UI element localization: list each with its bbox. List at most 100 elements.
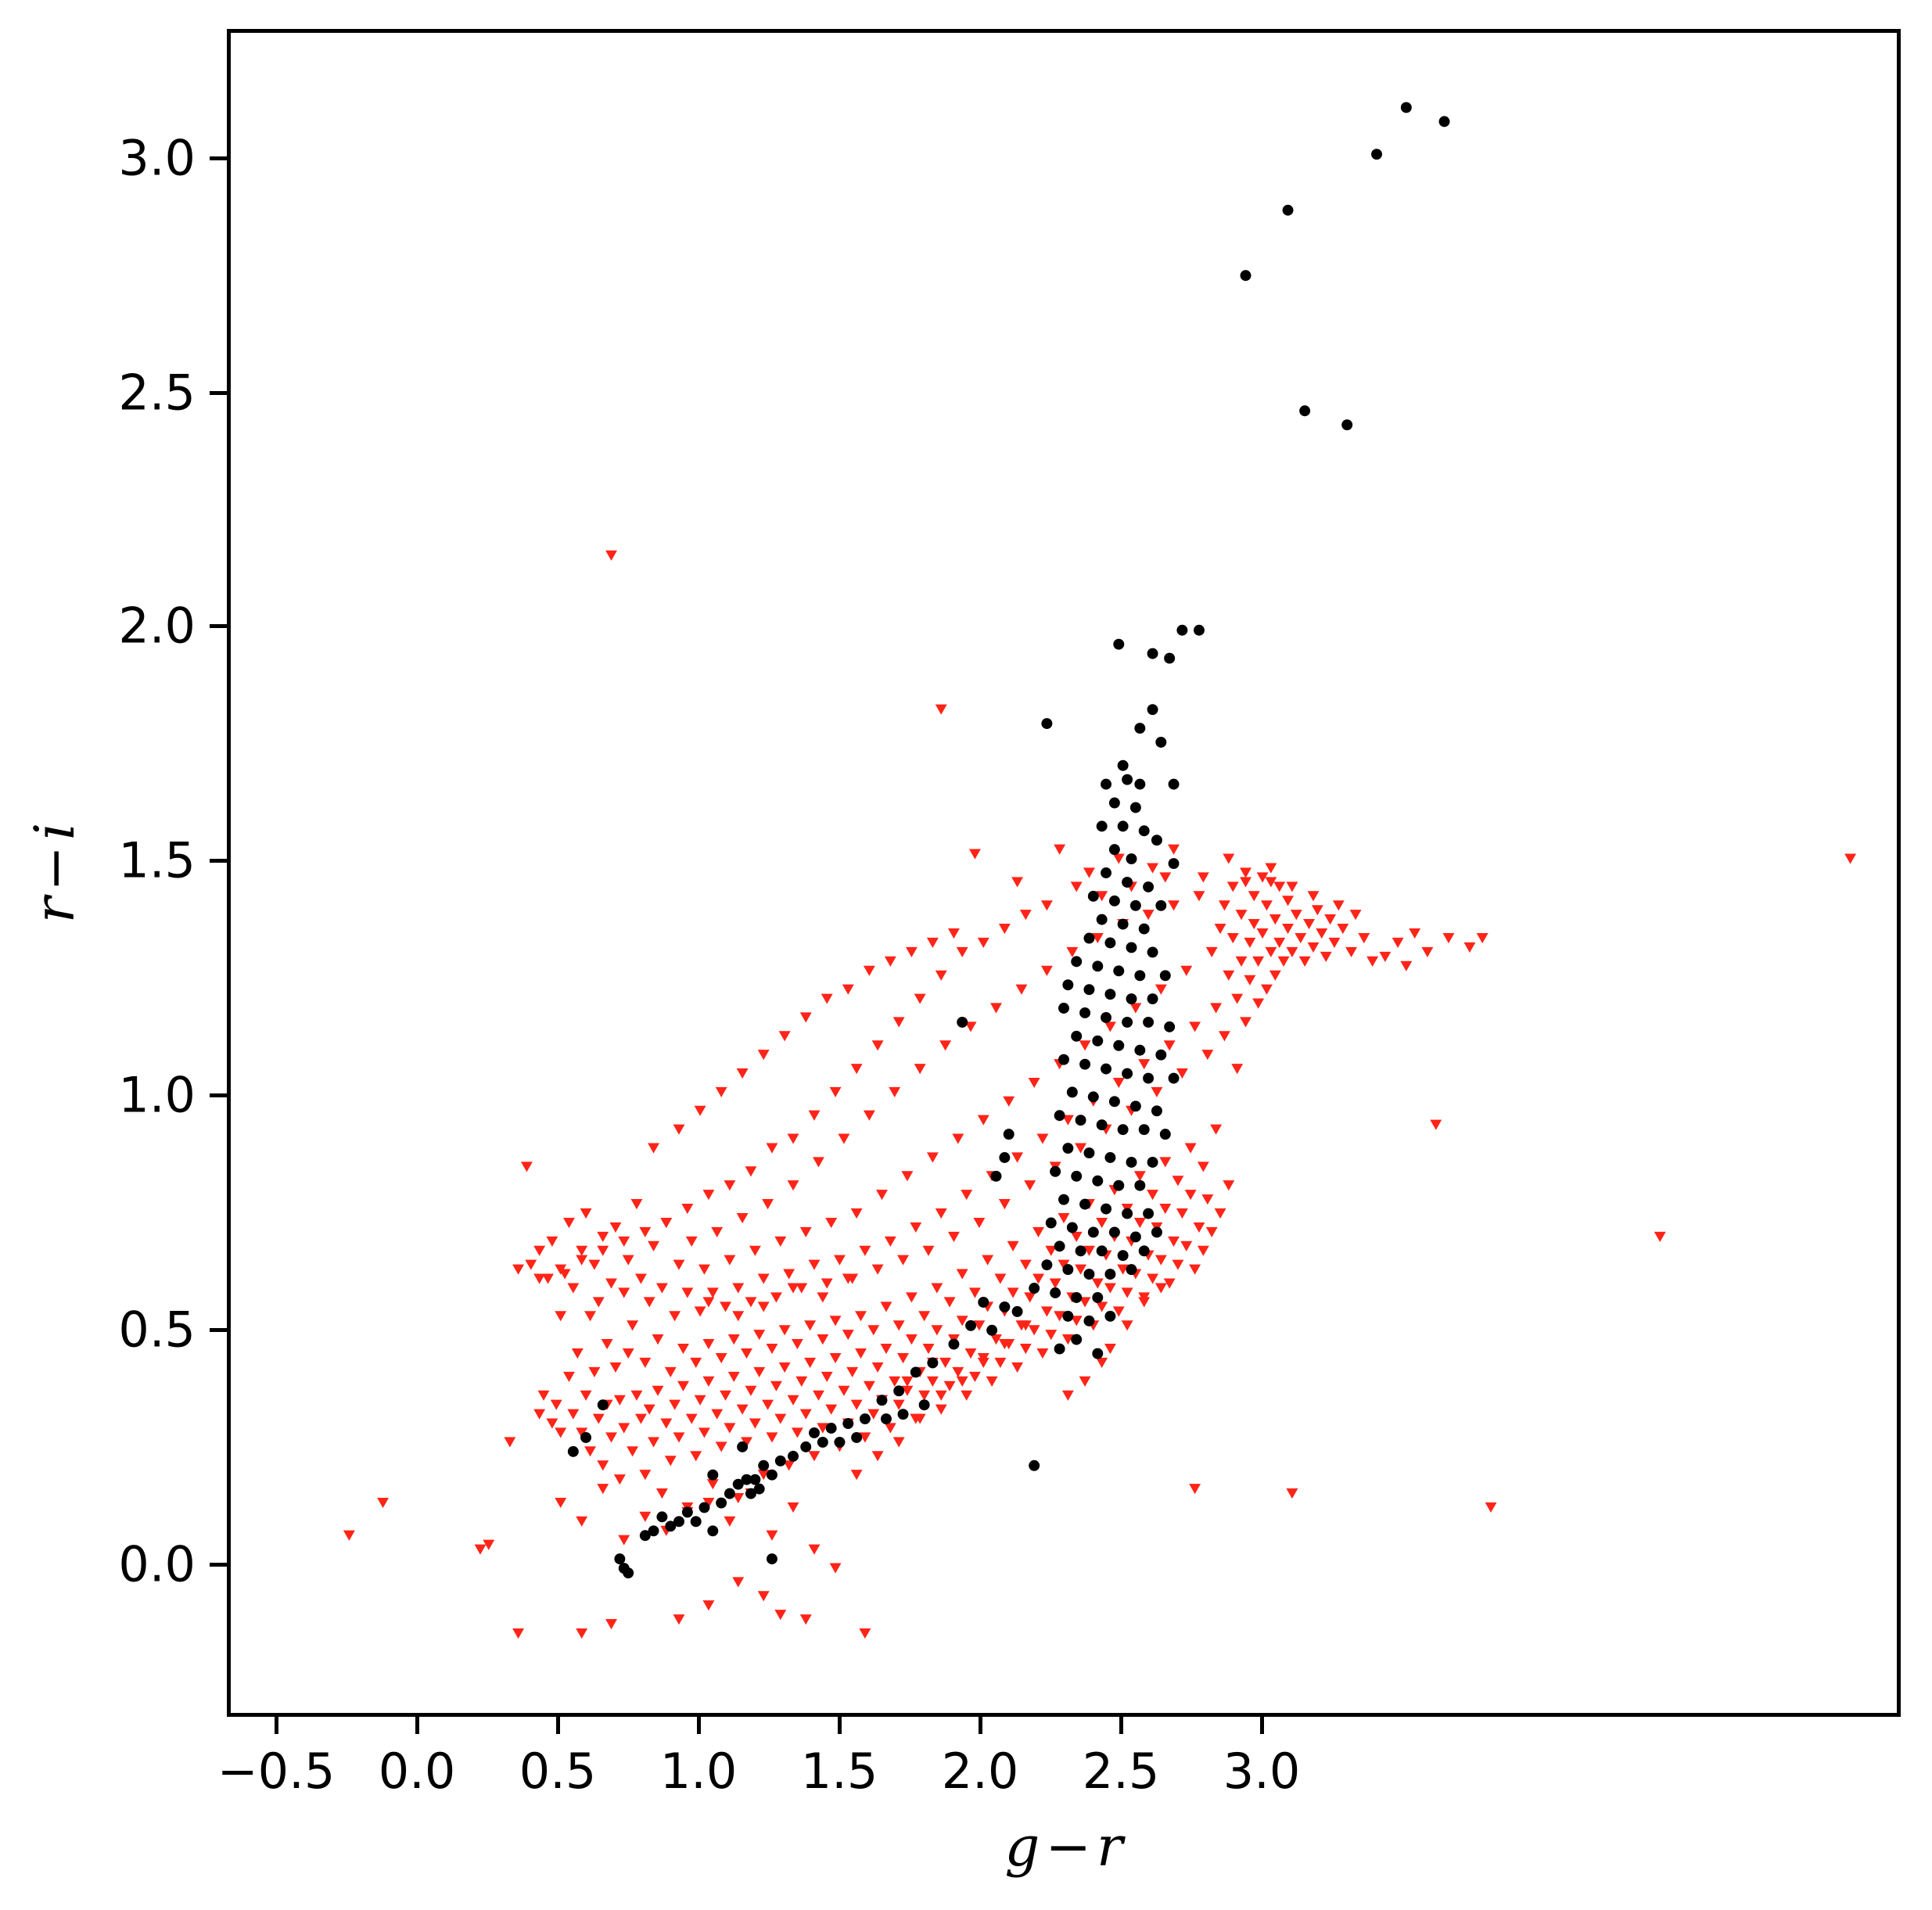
data-point-circle: [1062, 979, 1074, 991]
data-point-triangle: [673, 1259, 685, 1270]
data-point-triangle: [939, 1040, 952, 1051]
data-point-circle: [1147, 993, 1158, 1005]
data-point-triangle: [998, 1339, 1011, 1350]
data-point-circle: [1129, 899, 1141, 911]
data-point-circle: [716, 1497, 727, 1509]
data-point-triangle: [520, 1161, 533, 1172]
data-point-circle: [1062, 1143, 1074, 1154]
data-point-triangle: [597, 1460, 609, 1471]
data-point-triangle: [660, 1217, 673, 1229]
data-point-circle: [1054, 1240, 1065, 1252]
data-point-circle: [1138, 1124, 1150, 1136]
data-point-triangle: [889, 1376, 901, 1387]
data-point-triangle: [622, 1255, 634, 1266]
data-point-triangle: [1226, 932, 1239, 944]
data-point-circle: [1096, 1119, 1108, 1131]
data-point-triangle: [867, 1409, 880, 1420]
x-ticklabel-3: 1.0: [659, 1743, 738, 1800]
data-point-triangle: [702, 1339, 715, 1350]
data-point-circle: [1083, 1147, 1095, 1159]
data-point-triangle: [1133, 1217, 1146, 1229]
data-point-triangle: [630, 1390, 643, 1401]
data-point-triangle: [677, 1380, 689, 1391]
data-point-triangle: [1176, 1208, 1188, 1219]
data-point-triangle: [1379, 951, 1392, 962]
data-point-triangle: [829, 1316, 842, 1327]
data-point-circle: [859, 1413, 871, 1425]
data-point-circle: [817, 1436, 828, 1448]
x-tick-3: [697, 1717, 701, 1734]
data-point-triangle: [762, 1399, 774, 1410]
data-point-circle: [1400, 102, 1412, 113]
data-point-triangle: [977, 937, 989, 949]
data-point-triangle: [817, 1334, 829, 1345]
data-point-triangle: [1218, 1031, 1230, 1042]
data-point-triangle: [808, 1451, 821, 1462]
data-point-triangle: [774, 1413, 787, 1424]
data-point-circle: [1041, 1259, 1053, 1271]
data-point-triangle: [1054, 1311, 1066, 1322]
data-point-triangle: [867, 1325, 880, 1336]
data-point-circle: [681, 1506, 693, 1518]
data-point-circle: [1054, 1110, 1065, 1122]
y-axis-label-var2: i: [23, 822, 87, 841]
data-point-triangle: [681, 1287, 694, 1298]
data-point-triangle: [1205, 946, 1218, 957]
data-point-triangle: [592, 1297, 605, 1308]
data-point-triangle: [685, 1236, 698, 1247]
data-point-triangle: [910, 1222, 922, 1233]
data-point-triangle: [838, 1385, 850, 1396]
data-point-circle: [1282, 204, 1294, 216]
data-point-triangle: [1337, 923, 1349, 935]
data-point-triangle: [968, 849, 981, 860]
data-point-triangle: [724, 1423, 736, 1434]
data-point-circle: [1108, 1096, 1120, 1108]
data-point-circle: [648, 1525, 659, 1537]
data-point-circle: [1122, 1016, 1133, 1028]
x-tick-1: [415, 1717, 419, 1734]
x-tick-5: [979, 1717, 982, 1734]
data-point-triangle: [618, 1423, 630, 1434]
data-point-triangle: [1282, 923, 1295, 935]
data-point-triangle: [850, 1399, 863, 1410]
data-point-triangle: [546, 1236, 558, 1247]
plot-area: [227, 29, 1901, 1717]
data-point-circle: [1168, 1072, 1180, 1084]
data-point-triangle: [1231, 1064, 1244, 1075]
data-point-circle: [1122, 1068, 1133, 1079]
x-tick-7: [1260, 1717, 1264, 1734]
data-point-circle: [1011, 1305, 1023, 1317]
data-point-triangle: [1172, 1176, 1184, 1187]
data-point-triangle: [905, 946, 918, 957]
data-point-triangle: [770, 1292, 782, 1303]
data-point-triangle: [1307, 942, 1320, 953]
data-point-circle: [1092, 960, 1104, 972]
data-point-triangle: [1311, 905, 1323, 916]
data-point-triangle: [576, 1628, 588, 1639]
data-point-triangle: [808, 1110, 821, 1121]
data-point-triangle: [1430, 1119, 1442, 1130]
data-point-triangle: [956, 1269, 968, 1280]
data-point-triangle: [1172, 1259, 1184, 1270]
data-point-circle: [741, 1474, 752, 1485]
data-point-triangle: [1205, 1226, 1218, 1238]
data-point-triangle: [935, 704, 947, 715]
data-point-triangle: [1184, 1143, 1197, 1154]
data-point-triangle: [605, 1278, 617, 1289]
data-point-triangle: [859, 1628, 871, 1639]
data-point-triangle: [1328, 937, 1341, 949]
data-point-triangle: [1235, 956, 1248, 967]
data-point-triangle: [817, 1292, 829, 1303]
data-point-triangle: [821, 1278, 833, 1289]
data-point-triangle: [711, 1409, 724, 1420]
data-point-triangle: [914, 1064, 926, 1075]
data-point-triangle: [990, 1334, 1002, 1345]
data-point-triangle: [1240, 867, 1251, 878]
data-point-circle: [1147, 704, 1158, 716]
data-point-triangle: [724, 1516, 736, 1527]
data-point-triangle: [685, 1413, 698, 1424]
data-point-circle: [1003, 1129, 1014, 1140]
data-point-circle: [745, 1488, 756, 1499]
data-point-triangle: [1104, 1283, 1116, 1294]
data-point-circle: [893, 1385, 905, 1397]
